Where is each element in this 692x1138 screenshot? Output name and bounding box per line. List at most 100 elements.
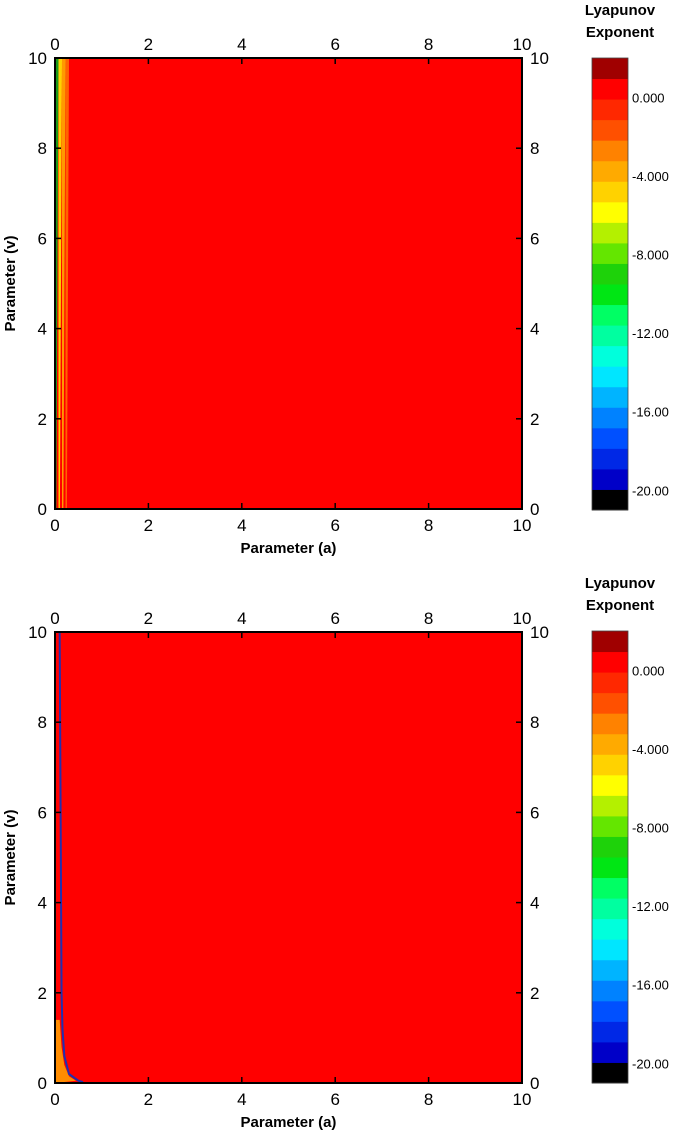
x-tick-label: 10 (513, 516, 532, 535)
colorbar-band (592, 651, 628, 673)
colorbar-band (592, 774, 628, 796)
x-tick-label: 0 (50, 516, 59, 535)
colorbar-tick-label: -4.000 (632, 169, 669, 184)
x-tick-label-top: 4 (237, 35, 246, 54)
y-tick-label-right: 2 (530, 410, 539, 429)
x-tick-label-top: 0 (50, 609, 59, 628)
colorbar-band (592, 222, 628, 244)
y-axis-title: Parameter (v) (2, 810, 19, 906)
colorbar-band (592, 448, 628, 470)
plot-frame (54, 631, 523, 1084)
x-tick-label-top: 6 (330, 35, 339, 54)
colorbar-tick-label: -12.00 (632, 326, 669, 341)
colorbar-tick-label: -8.000 (632, 821, 669, 836)
y-tick-label: 10 (28, 623, 47, 642)
x-tick-label: 8 (424, 1090, 433, 1109)
colorbar-band (592, 1062, 628, 1084)
colorbar-tick-label: 0.000 (632, 90, 665, 105)
heatmap-field (55, 632, 522, 1083)
colorbar-frame (591, 630, 629, 1084)
x-tick-label-top: 6 (330, 609, 339, 628)
colorbar-tick-label: -8.000 (632, 248, 669, 263)
colorbar-band (592, 181, 628, 203)
colorbar-tick-label: -16.00 (632, 978, 669, 993)
x-tick-label: 2 (144, 1090, 153, 1109)
colorbar-band (592, 58, 628, 80)
colorbar-title-line1: Lyapunov (585, 2, 656, 19)
colorbar-band (592, 672, 628, 694)
colorbar-band (592, 160, 628, 182)
x-tick-label: 4 (237, 516, 246, 535)
x-axis-title: Parameter (a) (241, 540, 337, 557)
colorbar-band (592, 754, 628, 776)
colorbar-band (592, 325, 628, 347)
x-axis-title: Parameter (a) (241, 1114, 337, 1131)
x-tick-label: 2 (144, 516, 153, 535)
colorbar-band (592, 795, 628, 817)
y-tick-label: 4 (38, 320, 47, 339)
colorbar-band (592, 877, 628, 899)
colorbar-band (592, 386, 628, 408)
colorbar-band (592, 857, 628, 879)
y-tick-label: 6 (38, 803, 47, 822)
colorbar-band (592, 427, 628, 449)
x-tick-label: 6 (330, 1090, 339, 1109)
colorbar-band (592, 918, 628, 940)
colorbar-band (592, 263, 628, 285)
colorbar-tick-label: -4.000 (632, 742, 669, 757)
colorbar-frame (591, 57, 629, 511)
boundary-strip-band (62, 58, 66, 509)
colorbar-tick-label: -16.00 (632, 405, 669, 420)
y-tick-label: 0 (38, 500, 47, 519)
x-tick-label: 6 (330, 516, 339, 535)
x-tick-label: 10 (513, 1090, 532, 1109)
colorbar-band (592, 898, 628, 920)
colorbar-band (592, 815, 628, 837)
y-tick-label: 6 (38, 229, 47, 248)
y-axis-title: Parameter (v) (2, 236, 19, 332)
y-tick-label: 0 (38, 1074, 47, 1093)
boundary-strip-band (58, 58, 63, 509)
colorbar-band (592, 1000, 628, 1022)
y-tick-label: 8 (38, 139, 47, 158)
colorbar-band (592, 1041, 628, 1063)
x-tick-label-top: 0 (50, 35, 59, 54)
colorbar-band (592, 99, 628, 121)
colorbar-title-line2: Exponent (586, 597, 654, 614)
colorbar-band (592, 201, 628, 223)
colorbar-band (592, 78, 628, 100)
colorbar-band (592, 631, 628, 653)
x-tick-label: 0 (50, 1090, 59, 1109)
y-tick-label-right: 0 (530, 500, 539, 519)
colorbar-band (592, 692, 628, 714)
colorbar-band (592, 284, 628, 306)
y-tick-label-right: 2 (530, 984, 539, 1003)
colorbar-band (592, 119, 628, 141)
colorbar-tick-label: -12.00 (632, 899, 669, 914)
y-tick-label: 2 (38, 410, 47, 429)
heatmap-field (55, 58, 522, 509)
low-a-region (55, 1019, 77, 1083)
colorbar-title-line2: Exponent (586, 24, 654, 41)
y-tick-label-right: 4 (530, 320, 539, 339)
boundary-curve (58, 631, 84, 1084)
colorbar-band (592, 304, 628, 326)
x-tick-label: 4 (237, 1090, 246, 1109)
x-tick-label-top: 8 (424, 35, 433, 54)
x-tick-label-top: 10 (513, 609, 532, 628)
y-tick-label: 8 (38, 713, 47, 732)
colorbar-band (592, 345, 628, 367)
colorbar-band (592, 489, 628, 511)
colorbar-band (592, 836, 628, 858)
x-tick-label-top: 2 (144, 609, 153, 628)
colorbar-band (592, 980, 628, 1002)
colorbar-band (592, 939, 628, 961)
colorbar-band (592, 733, 628, 755)
colorbar-tick-label: -20.00 (632, 1056, 669, 1071)
y-tick-label-right: 6 (530, 229, 539, 248)
colorbar-tick-label: -20.00 (632, 483, 669, 498)
colorbar-band (592, 366, 628, 388)
